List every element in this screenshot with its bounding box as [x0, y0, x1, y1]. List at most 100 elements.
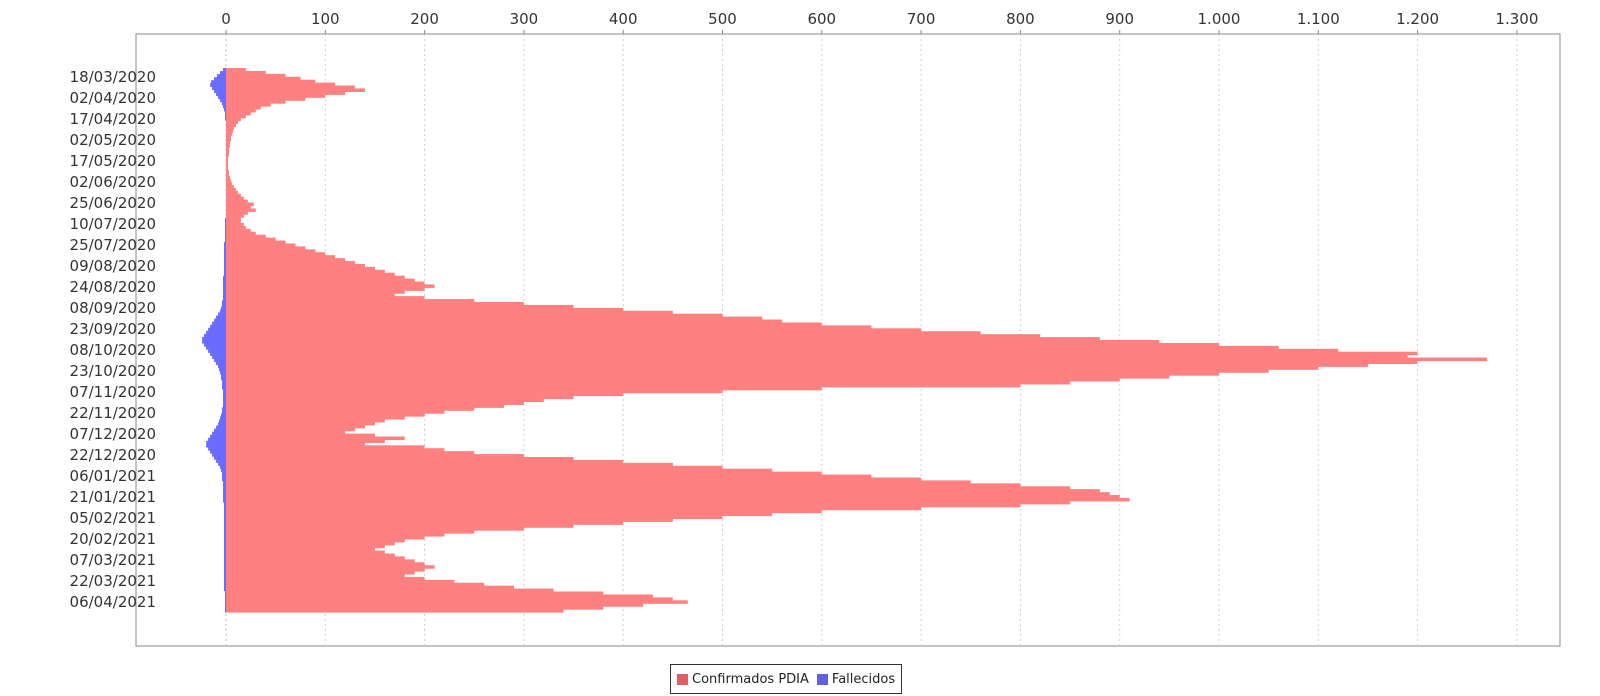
confirmed-bar: [226, 530, 475, 534]
y-tick-label: 22/03/2021: [70, 572, 156, 590]
confirmed-bar: [226, 395, 574, 400]
deaths-bar: [223, 104, 226, 109]
deaths-bar: [208, 327, 226, 332]
deaths-bar: [224, 575, 226, 579]
deaths-bar: [224, 272, 226, 277]
confirmed-bar: [226, 506, 922, 511]
x-tick-label: 100: [311, 10, 340, 28]
confirmed-bar: [226, 196, 244, 201]
deaths-bar: [222, 101, 226, 106]
y-tick-label: 06/04/2021: [70, 593, 156, 611]
confirmed-bar: [226, 114, 246, 119]
deaths-bar: [210, 324, 226, 329]
deaths-bar: [223, 281, 226, 286]
deaths-bar: [224, 532, 226, 537]
deaths-bar: [221, 306, 226, 311]
confirmed-bar: [226, 421, 375, 426]
y-tick-label: 02/04/2020: [70, 89, 156, 107]
deaths-bar: [216, 315, 226, 320]
x-tick-label: 1.200: [1396, 10, 1439, 28]
deaths-bar: [224, 556, 226, 561]
confirmed-bar: [226, 378, 1120, 382]
deaths-bar: [212, 355, 226, 359]
y-tick-label: 22/12/2020: [70, 446, 156, 464]
deaths-bar: [214, 77, 226, 81]
confirmed-bar: [226, 509, 822, 514]
confirmed-bar: [226, 79, 316, 84]
deaths-bar: [218, 95, 226, 100]
deaths-bar: [223, 275, 226, 280]
y-tick-label: 25/07/2020: [70, 236, 156, 254]
confirmed-bar: [226, 88, 366, 92]
confirmed-bar: [226, 202, 254, 207]
confirmed-bar: [226, 144, 230, 148]
deaths-bar: [223, 498, 226, 503]
deaths-bar: [210, 352, 226, 356]
confirmed-bar: [226, 176, 230, 180]
deaths-bar: [224, 107, 226, 112]
confirmed-bar: [226, 474, 872, 479]
deaths-bar: [208, 437, 226, 442]
deaths-bar: [218, 462, 226, 466]
x-tick-label: 300: [510, 10, 539, 28]
confirmed-bar: [226, 278, 415, 283]
confirmed-bar: [226, 597, 673, 601]
confirmed-bar: [226, 398, 544, 403]
confirmed-bar: [226, 345, 1279, 350]
x-tick-label: 1.000: [1198, 10, 1241, 28]
confirmed-bar: [226, 290, 405, 294]
confirmed-bar: [226, 550, 385, 555]
confirmed-bar: [226, 82, 336, 87]
confirmed-bar: [226, 149, 229, 154]
legend-item-confirmed: Confirmados PDIA: [677, 672, 809, 687]
confirmed-bar: [226, 533, 445, 537]
deaths-bar: [221, 373, 226, 378]
confirmed-bar: [226, 436, 405, 441]
confirmed-bar: [226, 76, 301, 81]
confirmed-bar: [226, 366, 1319, 370]
deaths-bar: [210, 434, 226, 439]
confirmed-bar: [226, 486, 1071, 490]
y-tick-label: 18/03/2020: [70, 68, 156, 86]
deaths-bar: [225, 236, 226, 240]
deaths-bar: [223, 294, 226, 298]
confirmed-bar: [226, 179, 231, 183]
deaths-bar: [224, 514, 226, 518]
confirmed-bar: [226, 225, 246, 230]
deaths-bar: [223, 297, 226, 301]
deaths-bar: [224, 553, 226, 558]
deaths-bar: [225, 599, 226, 604]
deaths-bar: [225, 116, 226, 121]
deaths-bar: [225, 602, 226, 607]
deaths-bar: [208, 446, 226, 451]
confirmed-bar: [226, 386, 822, 391]
confirmed-bar: [226, 211, 248, 215]
confirmed-bar: [226, 228, 251, 233]
deaths-bar: [221, 413, 226, 418]
confirmed-bar: [226, 182, 232, 186]
deaths-bar: [224, 584, 226, 589]
confirmed-bar: [226, 158, 228, 163]
legend: Confirmados PDIA Fallecidos: [670, 664, 903, 694]
confirmed-bar: [226, 448, 445, 452]
deaths-bar: [219, 419, 226, 424]
confirmed-bar: [226, 170, 229, 174]
y-tick-label: 21/01/2021: [70, 488, 156, 506]
confirmed-bar: [226, 272, 395, 277]
deaths-bar: [223, 391, 226, 396]
y-tick-label: 20/02/2021: [70, 530, 156, 548]
confirmed-bar: [226, 337, 1100, 341]
confirmed-bar: [226, 576, 425, 581]
y-tick-label: 08/09/2020: [70, 299, 156, 317]
confirmed-bar: [226, 465, 723, 470]
deaths-bar: [224, 242, 226, 246]
deaths-bar: [224, 535, 226, 540]
confirmed-bar: [226, 512, 773, 517]
confirmed-bar: [226, 442, 366, 446]
confirmed-bar: [226, 284, 435, 288]
confirmed-bar: [226, 252, 326, 256]
confirmed-bar: [226, 184, 234, 189]
confirmed-bar: [226, 527, 524, 531]
y-tick-label: 07/12/2020: [70, 425, 156, 443]
